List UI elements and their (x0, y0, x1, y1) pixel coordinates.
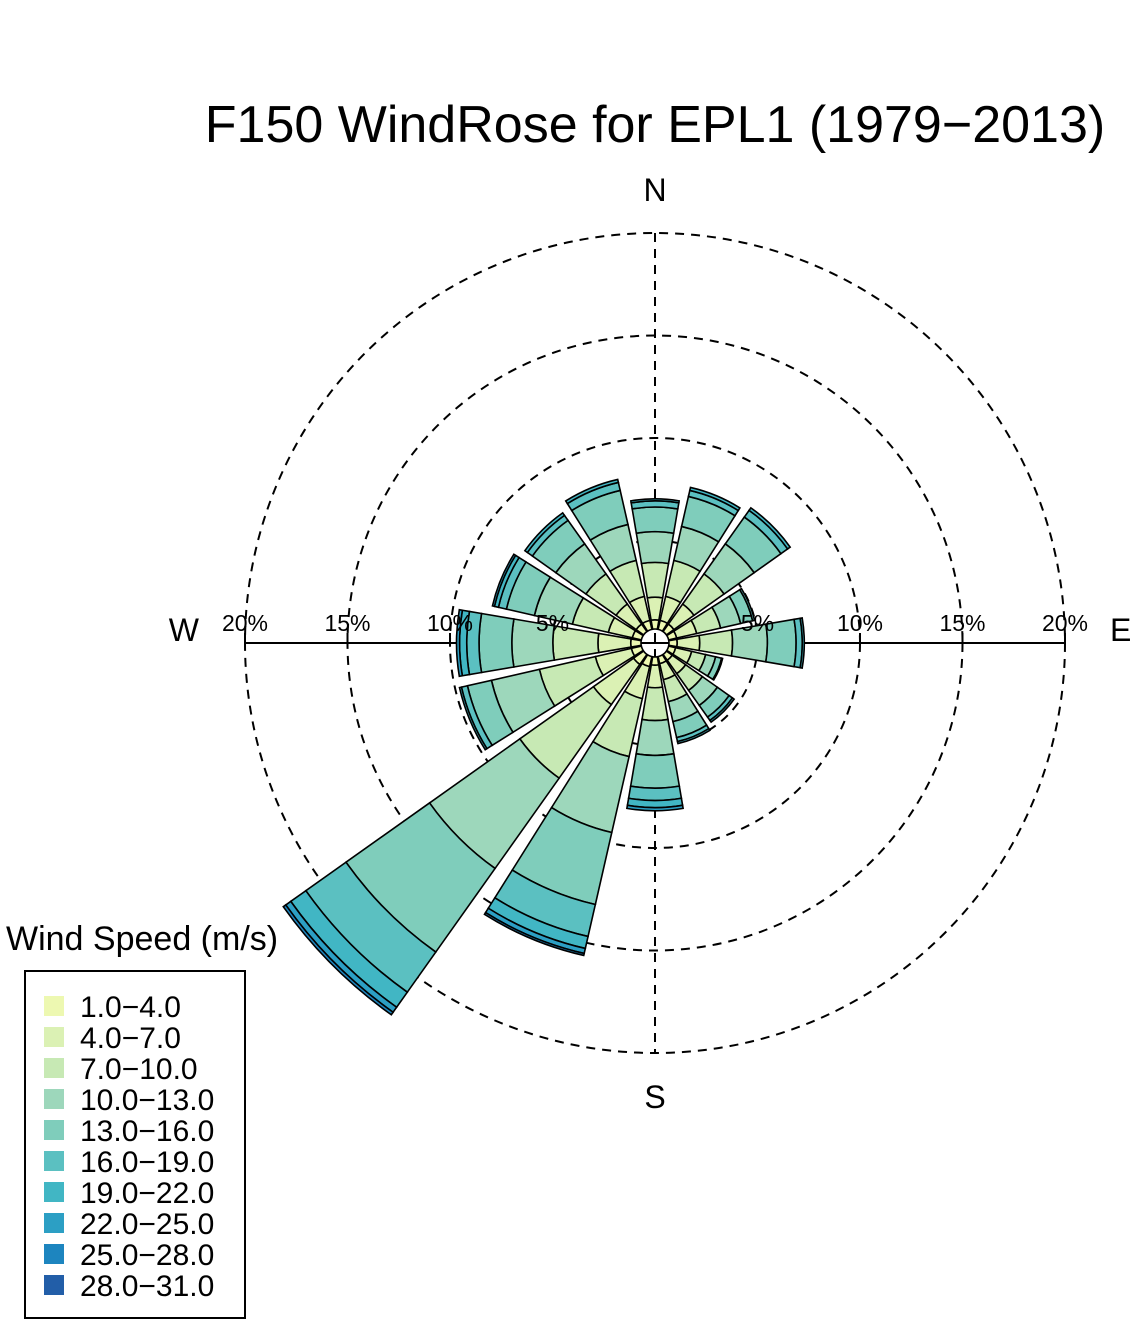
chart-title: F150 WindRose for EPL1 (1979−2013) (205, 96, 1105, 154)
ring-label: 10% (427, 610, 473, 636)
petal-s-bin-5 (629, 752, 681, 789)
petal-wsw-bin-7 (458, 686, 489, 751)
legend-swatch (44, 1058, 64, 1078)
petal-s-bin-1 (650, 655, 660, 666)
ring-label: 20% (222, 610, 268, 636)
legend-label: 19.0−22.0 (80, 1177, 214, 1210)
legend-title: Wind Speed (m/s) (6, 920, 278, 958)
legend-swatch (44, 1244, 64, 1264)
legend-swatch (44, 996, 64, 1016)
petal-e-bin-3 (698, 629, 734, 657)
petal-sse-bin-7 (676, 727, 712, 745)
petal-nne-bin-7 (688, 486, 742, 512)
petal-n-bin-3 (640, 561, 670, 599)
legend-label: 25.0−28.0 (80, 1239, 214, 1272)
petal-e-bin-1 (667, 638, 678, 648)
legend-label: 10.0−13.0 (80, 1084, 214, 1117)
petal-n-bin-7 (629, 498, 681, 504)
ring-labels: 5% 5% 10% 10% 15% 15% 20% 20% (222, 610, 1088, 636)
petal-wnw-bin-8 (491, 553, 517, 608)
petal-nw-bin-7 (523, 511, 566, 554)
legend-swatch (44, 1182, 64, 1202)
ring-label: 15% (324, 610, 370, 636)
petal-w-bin-8 (455, 608, 464, 678)
legend-swatch (44, 1120, 64, 1140)
petal-w-bin-5 (478, 612, 515, 674)
legend-label: 7.0−10.0 (80, 1053, 198, 1086)
compass-label-north: N (643, 172, 666, 208)
petal-ene-bin-6 (738, 587, 756, 622)
petal-n-bin-5 (631, 506, 679, 535)
ring-label: 15% (939, 610, 985, 636)
legend-label: 13.0−16.0 (80, 1115, 214, 1148)
legend-label: 28.0−31.0 (80, 1270, 214, 1303)
ring-label: 20% (1042, 610, 1088, 636)
wind-petals (282, 478, 806, 1016)
legend-items: 1.0−4.04.0−7.07.0−10.010.0−13.013.0−16.0… (44, 991, 214, 1303)
legend-label: 16.0−19.0 (80, 1146, 214, 1179)
ring-label: 10% (837, 610, 883, 636)
legend-swatch (44, 1089, 64, 1109)
petal-ssw-bin-9 (483, 911, 586, 957)
petal-sw-bin-9 (282, 903, 395, 1016)
compass-axes (244, 233, 1066, 1053)
compass-label-west: W (169, 612, 200, 648)
ring-label: 5% (741, 610, 774, 636)
petal-n-bin-4 (635, 530, 675, 565)
legend-label: 4.0−7.0 (80, 1022, 181, 1055)
petal-e-bin-7 (799, 617, 806, 669)
legend-swatch (44, 1027, 64, 1047)
legend-label: 1.0−4.0 (80, 991, 181, 1024)
petal-s-bin-6 (627, 785, 683, 802)
compass-label-south: S (644, 1079, 665, 1115)
legend-label: 22.0−25.0 (80, 1208, 214, 1241)
legend-swatch (44, 1275, 64, 1295)
petal-se-bin-7 (708, 696, 736, 724)
petal-s-bin-8 (625, 804, 685, 812)
petal-nnw-bin-7 (564, 478, 620, 505)
petal-ne-bin-7 (747, 506, 792, 551)
legend-swatch (44, 1213, 64, 1233)
ring-label: 5% (536, 610, 569, 636)
compass-label-east: E (1110, 612, 1131, 648)
petal-s-bin-4 (635, 718, 675, 757)
petal-s-bin-3 (641, 686, 669, 722)
petal-ese-bin-6 (711, 657, 724, 682)
legend-swatch (44, 1151, 64, 1171)
